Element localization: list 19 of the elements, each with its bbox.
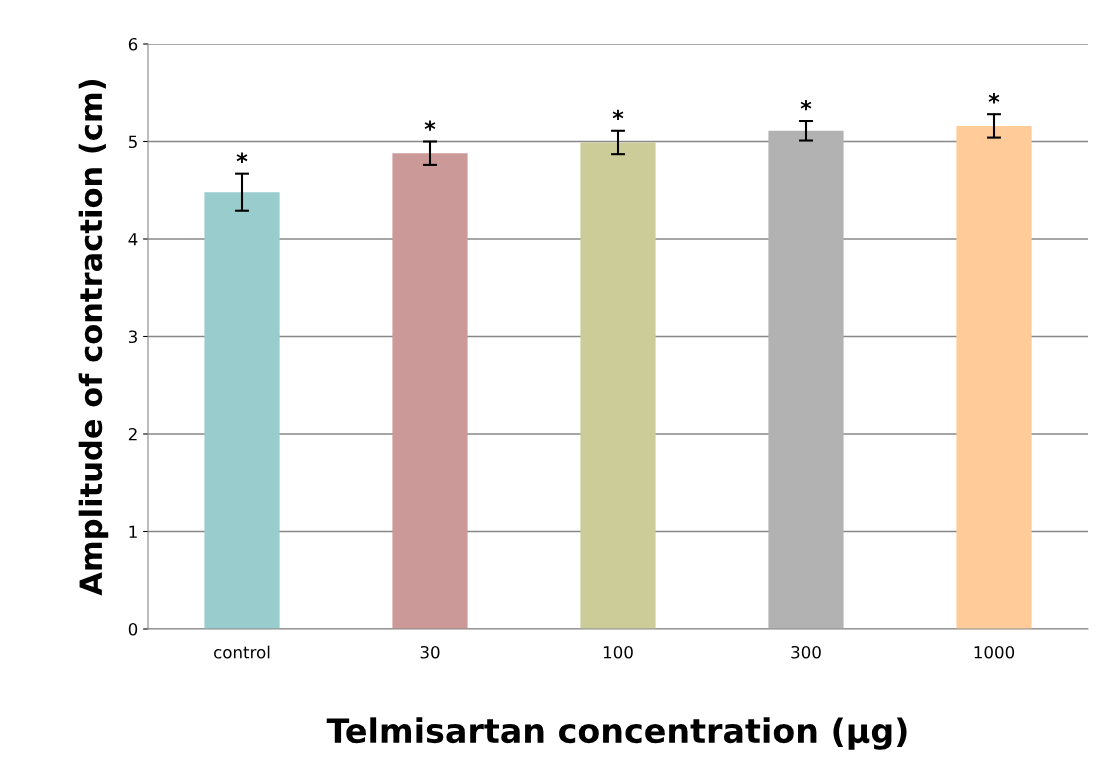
annotation: * — [988, 93, 1000, 104]
x-tick-label: 100 — [603, 645, 633, 659]
annotation: * — [236, 152, 248, 163]
x-tick-label: 1000 — [974, 645, 1015, 659]
y-tick-label: 5 — [128, 135, 137, 149]
x-axis-title: Telmisartan concentration (µg) — [326, 717, 907, 750]
y-tick-label: 1 — [129, 525, 137, 538]
x-tick-label: 300 — [791, 645, 821, 659]
annotation: * — [424, 120, 436, 131]
x-tick-label: control — [214, 645, 270, 659]
y-tick-label: 6 — [128, 37, 138, 51]
y-tick-label: 3 — [128, 330, 137, 344]
annotation: * — [800, 99, 812, 111]
y-tick-label: 4 — [128, 233, 138, 246]
y-tick-label: 2 — [128, 427, 137, 441]
annotation: * — [612, 109, 624, 120]
y-tick-label: 0 — [128, 622, 138, 636]
y-axis-title: Amplitude of contraction (cm) — [78, 79, 109, 596]
x-tick-label: 30 — [420, 645, 440, 659]
